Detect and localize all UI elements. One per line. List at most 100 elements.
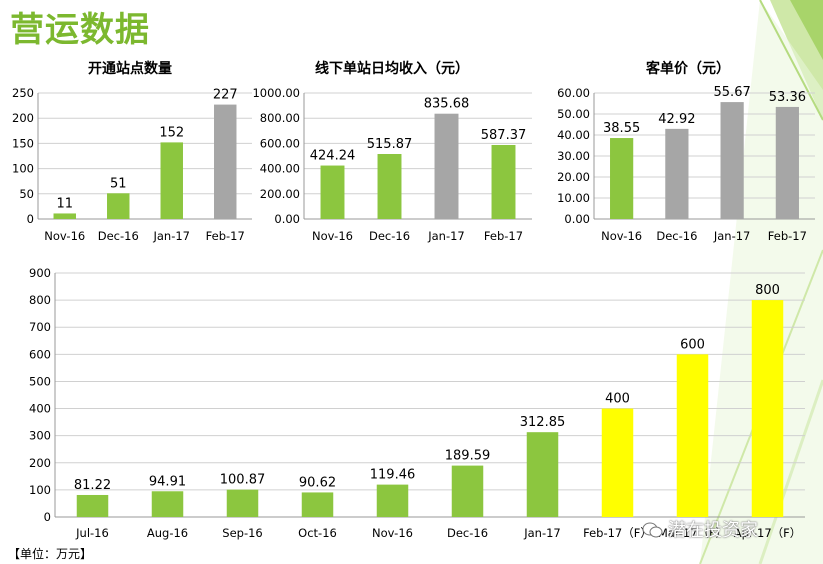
x-tick-label: Dec-16	[369, 229, 410, 243]
x-tick-label: Jan-17	[152, 229, 190, 243]
data-label: 424.24	[310, 149, 356, 164]
x-tick-label: Feb-17（F）	[583, 526, 652, 540]
y-tick-label: 50.00	[557, 107, 590, 121]
data-label: 90.62	[299, 475, 336, 490]
wechat-icon	[642, 522, 663, 538]
bar	[160, 142, 183, 219]
data-label: 515.87	[367, 137, 413, 152]
y-tick-label: 0.00	[564, 212, 590, 226]
data-label: 400	[605, 392, 630, 407]
y-tick-label: 0.00	[274, 212, 300, 226]
x-tick-label: Feb-17	[768, 229, 807, 243]
x-tick-label: Jan-17	[523, 526, 561, 540]
y-tick-label: 40.00	[557, 128, 590, 142]
bar	[665, 128, 689, 219]
y-tick-label: 30.00	[557, 149, 590, 163]
y-tick-label: 300	[29, 429, 51, 443]
bar	[451, 465, 484, 517]
y-tick-label: 200.00	[260, 187, 300, 201]
y-tick-label: 150	[12, 136, 34, 150]
x-tick-label: Nov-16	[312, 229, 353, 243]
data-label: 53.36	[769, 90, 806, 105]
y-tick-label: 20.00	[557, 170, 590, 184]
data-label: 55.67	[714, 85, 751, 100]
bar	[601, 408, 634, 517]
data-label: 94.91	[149, 474, 186, 489]
chart-title: 开通站点数量	[88, 60, 172, 77]
y-tick-label: 800.00	[260, 111, 300, 125]
y-tick-label: 10.00	[557, 191, 590, 205]
x-tick-label: Jan-17	[427, 229, 465, 243]
data-label: 119.46	[370, 468, 416, 483]
bar	[526, 432, 559, 517]
page-title: 营运数据	[10, 10, 150, 50]
bar	[320, 165, 345, 219]
x-tick-label: Oct-16	[298, 526, 337, 540]
bar	[720, 102, 744, 219]
bar	[376, 484, 409, 517]
bar	[301, 492, 334, 517]
y-tick-label: 0	[44, 510, 51, 524]
x-tick-label: Dec-16	[656, 229, 697, 243]
y-tick-label: 500	[29, 374, 51, 388]
x-tick-label: Aug-16	[147, 526, 188, 540]
chart-4: 0 100 200 300 400 500 600 700 800 900 81.22 Jul-16 9…	[29, 266, 805, 540]
y-tick-label: 800	[29, 293, 51, 307]
data-label: 800	[755, 283, 780, 298]
bar	[676, 354, 709, 517]
x-tick-label: Jan-17	[713, 229, 751, 243]
data-label: 312.85	[520, 415, 566, 430]
x-tick-label: Feb-17	[206, 229, 245, 243]
y-tick-label: 60.00	[557, 86, 590, 100]
data-label: 227	[213, 88, 238, 103]
data-label: 42.92	[658, 112, 695, 127]
bar	[434, 113, 459, 219]
data-label: 38.55	[603, 121, 640, 136]
x-tick-label: Nov-16	[601, 229, 642, 243]
bar	[775, 106, 799, 219]
bar	[491, 144, 516, 219]
y-tick-label: 250	[12, 86, 34, 100]
y-tick-label: 1000.00	[252, 86, 300, 100]
x-tick-label: Jul-16	[75, 526, 109, 540]
x-tick-label: Feb-17	[484, 229, 523, 243]
x-tick-label: Nov-16	[372, 526, 413, 540]
data-label: 587.37	[481, 128, 527, 143]
watermark: 潜在投资家	[642, 516, 758, 542]
unit-note: 【单位：万元】	[8, 547, 93, 561]
bar	[226, 489, 259, 517]
data-label: 51	[110, 176, 127, 191]
y-tick-label: 400.00	[260, 162, 300, 176]
y-tick-label: 600.00	[260, 136, 300, 150]
bar	[751, 300, 784, 517]
x-tick-label: Sep-16	[222, 526, 262, 540]
bar	[214, 104, 237, 219]
bar	[107, 193, 130, 219]
watermark-text: 潜在投资家	[668, 520, 758, 541]
data-label: 600	[680, 337, 705, 352]
y-tick-label: 0	[27, 212, 34, 226]
chart-1: 开通站点数量 0 50 100 150 200 250 11 Nov-16 51 Dec-16 152…	[12, 60, 252, 243]
x-tick-label: Nov-16	[44, 229, 85, 243]
y-tick-label: 100	[29, 483, 51, 497]
bar	[76, 494, 109, 517]
chart-2: 线下单站日均收入（元） 0.00 200.00 400.00 600.00 800.00 1…	[252, 60, 532, 243]
y-tick-label: 700	[29, 320, 51, 334]
chart-title: 线下单站日均收入（元）	[315, 60, 469, 77]
data-label: 152	[159, 125, 184, 140]
chart-3: 客单价（元） 0.00 10.00 20.00 30.00 40.00 50.00 60.00…	[557, 60, 815, 243]
data-label: 100.87	[220, 473, 266, 488]
bar	[610, 138, 634, 219]
bar	[151, 491, 184, 517]
y-tick-label: 900	[29, 266, 51, 280]
data-label: 835.68	[424, 97, 470, 112]
bar	[377, 154, 402, 219]
x-tick-label: Dec-16	[98, 229, 139, 243]
y-tick-label: 50	[19, 187, 34, 201]
x-tick-label: Apr-17（F）	[734, 526, 802, 540]
chart-title: 客单价（元）	[645, 60, 730, 77]
y-tick-label: 200	[12, 111, 34, 125]
bar	[53, 213, 76, 219]
data-label: 189.59	[445, 449, 491, 464]
